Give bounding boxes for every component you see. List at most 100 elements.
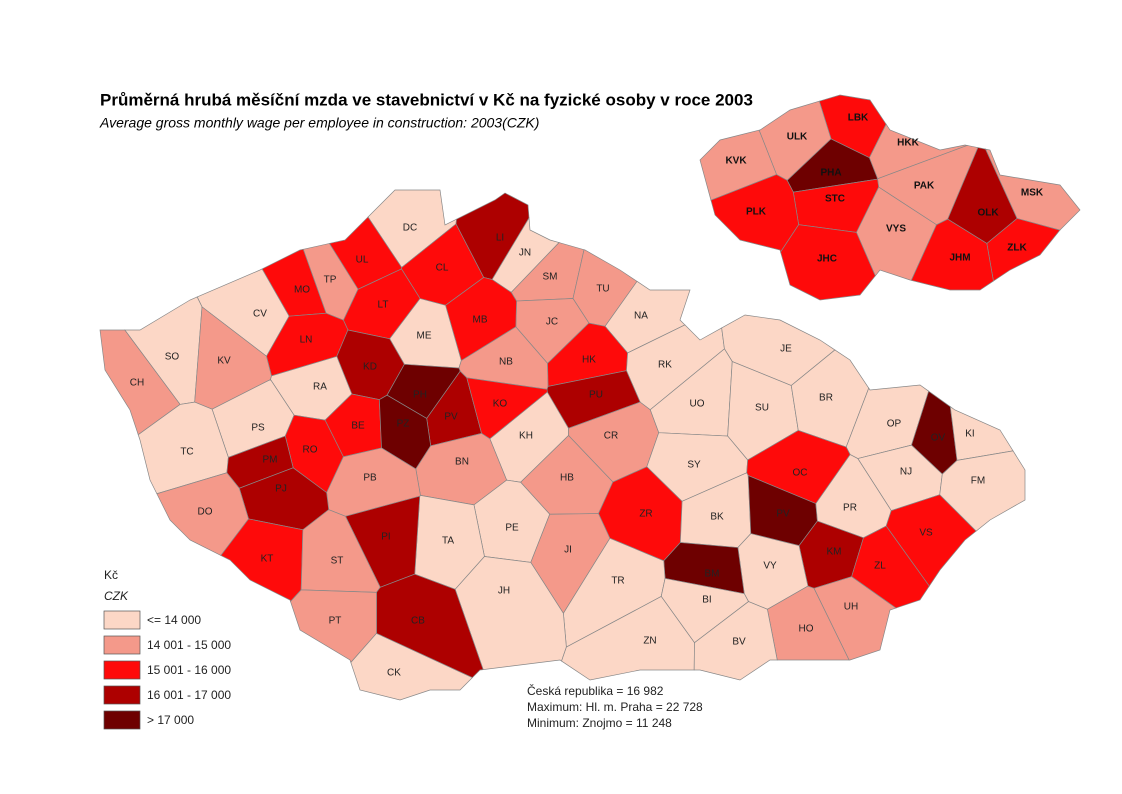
legend-swatch <box>103 610 141 630</box>
district-label: MO <box>294 285 310 296</box>
district <box>156 472 249 556</box>
legend-swatch <box>103 660 141 680</box>
district-label: PLK <box>746 207 767 218</box>
district-label: JHC <box>817 254 837 265</box>
district <box>454 556 567 670</box>
district-label: KO <box>493 399 508 410</box>
district-label: UO <box>690 399 705 410</box>
district-label: PJ <box>275 484 287 495</box>
district-label: PH <box>413 390 427 401</box>
stat-line: Maximum: Hl. m. Praha = 22 728 <box>527 700 703 714</box>
district-label: MSK <box>1021 188 1044 199</box>
district-label: UH <box>844 602 858 613</box>
legend-swatch <box>103 635 141 655</box>
district-label: KVK <box>725 156 747 167</box>
district-label: JC <box>546 317 558 328</box>
district-label: NJ <box>900 467 912 478</box>
district-label: BR <box>819 393 833 404</box>
district-label: LI <box>496 233 504 244</box>
district-label: BV <box>732 637 746 648</box>
district-label: PT <box>329 616 342 627</box>
legend-label: 14 001 - 15 000 <box>147 638 231 652</box>
district-label: STC <box>825 194 845 205</box>
stat-line: Česká republika = 16 982 <box>527 683 664 698</box>
district-label: CR <box>604 431 618 442</box>
district-label: CK <box>387 668 401 679</box>
district-label: LN <box>300 335 313 346</box>
district-label: ULK <box>787 132 808 143</box>
district-label: PZ <box>397 419 410 430</box>
district-label: BK <box>710 512 724 523</box>
district-label: KT <box>261 554 274 565</box>
district-label: KM <box>827 547 842 558</box>
legend-label: <= 14 000 <box>147 613 201 627</box>
district-label: PE <box>505 523 519 534</box>
district-label: SM <box>543 272 558 283</box>
district <box>949 405 1014 461</box>
district-label: JI <box>564 545 572 556</box>
district <box>780 224 876 301</box>
district-label: TU <box>596 284 609 295</box>
district-label: ZN <box>643 636 656 647</box>
title: Průměrná hrubá měsíční mzda ve stavebnic… <box>100 90 753 109</box>
district-label: PHA <box>820 168 841 179</box>
district-label: MB <box>473 315 488 326</box>
district-label: DO <box>198 507 213 518</box>
district-label: SO <box>165 352 180 363</box>
district-label: RO <box>303 445 318 456</box>
district-label: PB <box>363 473 377 484</box>
district <box>693 601 778 681</box>
district-label: PM <box>263 455 278 466</box>
district-label: RA <box>313 382 327 393</box>
district <box>813 576 897 661</box>
district <box>290 589 377 664</box>
district-label: HB <box>560 473 574 484</box>
district-label: ZL <box>874 561 886 572</box>
legend-swatch <box>103 710 141 730</box>
district-label: KH <box>519 431 533 442</box>
district-label: BN <box>455 457 469 468</box>
district-label: JHM <box>949 253 970 264</box>
district <box>699 129 777 201</box>
district-label: KV <box>217 356 231 367</box>
district <box>710 174 800 253</box>
district-label: VS <box>919 528 933 539</box>
district-label: TP <box>324 275 337 286</box>
district-label: OLK <box>977 208 999 219</box>
subtitle: Average gross monthly wage per employee … <box>99 115 539 131</box>
district-label: PI <box>381 532 390 543</box>
district-label: LBK <box>848 113 869 124</box>
legend-label: 16 001 - 17 000 <box>147 688 231 702</box>
district-label: PV <box>444 412 458 423</box>
district-label: PV <box>776 509 790 520</box>
district-label: JN <box>519 248 531 259</box>
district-label: PR <box>843 503 857 514</box>
district-label: ST <box>331 556 344 567</box>
district-label: PAK <box>914 181 935 192</box>
district <box>350 632 473 701</box>
district-label: LT <box>378 300 389 311</box>
district-label: BI <box>702 595 711 606</box>
district-label: JE <box>780 344 792 355</box>
district-label: SY <box>687 460 701 471</box>
district-label: HKK <box>897 138 919 149</box>
district-label: KI <box>965 429 974 440</box>
district-label: BM <box>705 569 720 580</box>
district-label: NB <box>499 357 513 368</box>
stat-line: Minimum: Znojmo = 11 248 <box>527 716 672 730</box>
district-label: CV <box>253 309 267 320</box>
legend-subtitle: CZK <box>104 589 129 603</box>
district-label: TC <box>180 447 193 458</box>
district-label: OV <box>931 433 946 444</box>
district-label: DC <box>403 223 417 234</box>
district-label: HK <box>582 355 596 366</box>
district-label: RK <box>658 360 672 371</box>
district-label: CH <box>130 378 144 389</box>
district-label: OP <box>887 419 902 430</box>
district <box>561 596 695 681</box>
district-label: OC <box>793 468 808 479</box>
district-label: ZR <box>639 509 652 520</box>
district-label: BE <box>351 421 365 432</box>
district-label: VY <box>763 561 777 572</box>
